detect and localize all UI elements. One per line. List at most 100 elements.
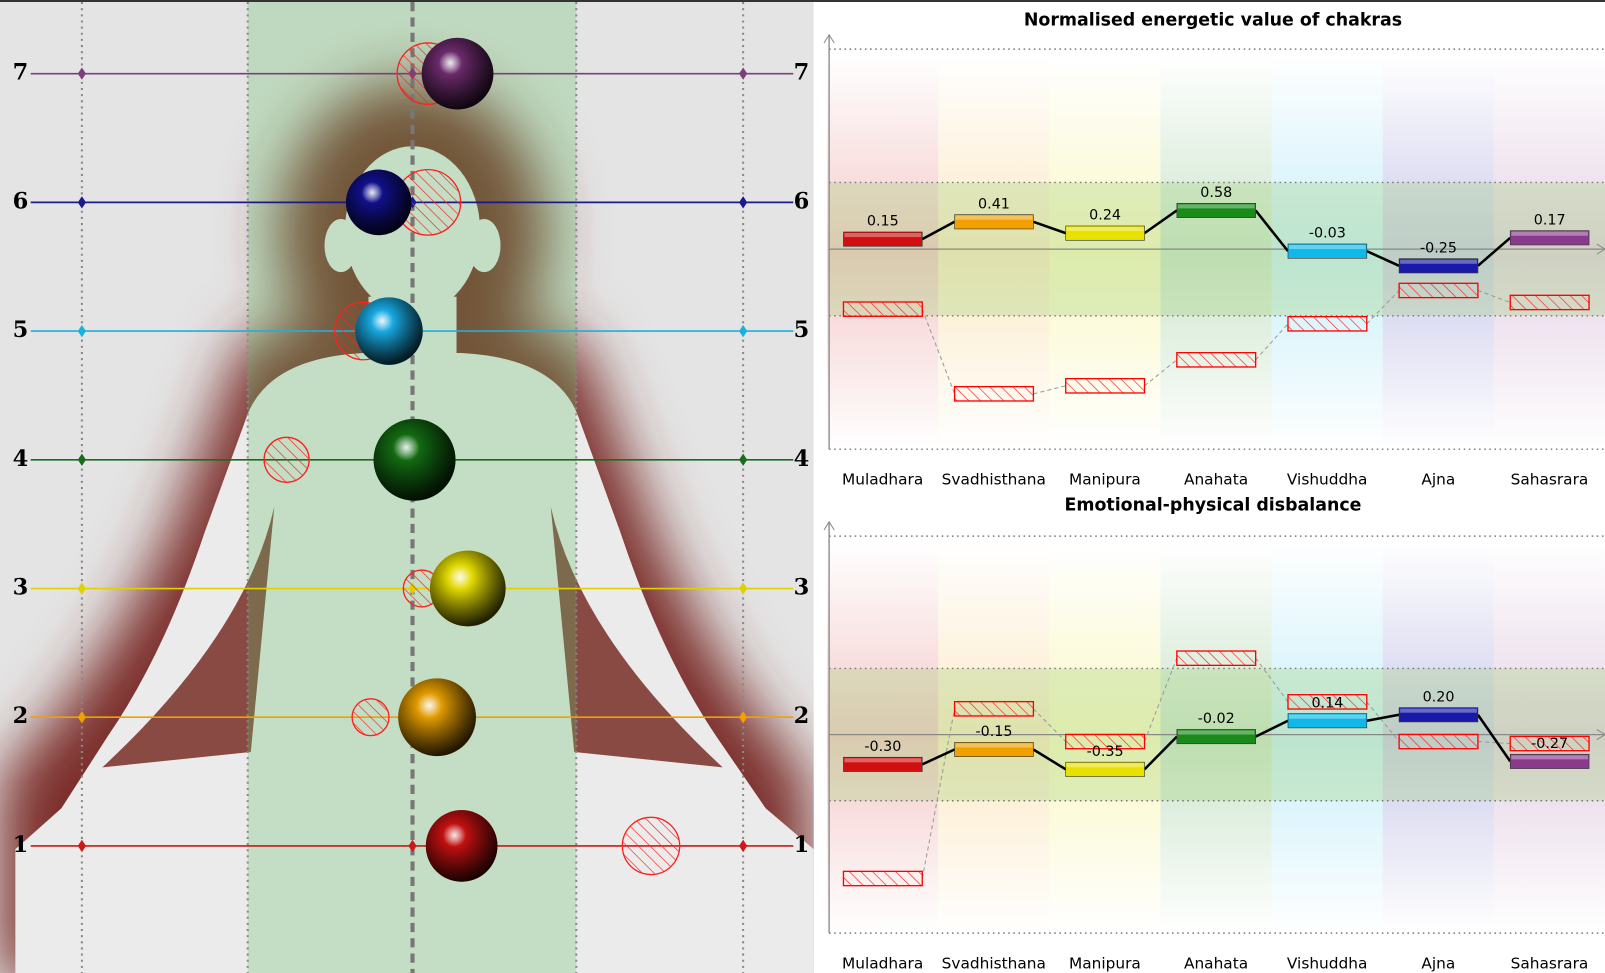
value-connector [1476, 714, 1512, 763]
reference-bar [1509, 294, 1590, 311]
reference-bar [842, 301, 923, 317]
value-label: -0.02 [1198, 711, 1235, 727]
reference-connector [1255, 323, 1289, 361]
value-bar [1176, 202, 1256, 218]
value-label: 0.17 [1534, 212, 1566, 228]
level-marker [408, 839, 417, 853]
value-label: 0.58 [1200, 185, 1232, 201]
level-marker [77, 196, 86, 209]
reference-connector [921, 708, 956, 879]
chakra-sphere-shine [429, 550, 506, 627]
category-label: Vishuddha [1287, 470, 1368, 488]
value-bar [1398, 707, 1479, 723]
category-label: Anahata [1184, 470, 1248, 488]
value-bar-shine [1177, 730, 1255, 735]
reference-circle [351, 698, 390, 737]
reference-bar [1287, 694, 1368, 710]
level-label: 3 [13, 575, 29, 601]
level-label: 2 [794, 703, 810, 729]
reference-bar [1398, 282, 1479, 299]
value-bar-shine [1066, 226, 1144, 232]
value-bar-shine [1511, 755, 1589, 760]
category-label: Muladhara [842, 954, 923, 972]
value-connector [1477, 236, 1512, 267]
value-connector [1032, 748, 1067, 771]
value-connector [921, 220, 956, 241]
column-tint [1493, 55, 1605, 450]
value-bar-shine [1289, 714, 1366, 719]
reference-circle [621, 816, 681, 876]
value-connector [1143, 209, 1178, 235]
level-label: 3 [794, 575, 810, 601]
level-label: 7 [13, 60, 29, 86]
reference-bar [1176, 650, 1257, 667]
column-tint [827, 542, 939, 934]
reference-connector [1033, 385, 1066, 395]
level-label: 2 [13, 703, 29, 729]
level-label: 1 [13, 832, 29, 858]
reference-connector [1477, 741, 1511, 745]
value-bar [1509, 230, 1590, 246]
value-bar-shine [1066, 763, 1144, 768]
value-bar-shine [1400, 708, 1477, 713]
reference-connector [921, 308, 956, 394]
value-connector [1032, 220, 1067, 235]
level-label: 6 [794, 188, 810, 214]
level-marker [739, 839, 748, 853]
column-tint [1382, 55, 1494, 450]
level-marker [739, 582, 748, 595]
level-label: 4 [794, 446, 810, 472]
zero-axis-arrow [1596, 243, 1605, 255]
value-connector [921, 748, 956, 766]
reference-connector [1366, 701, 1400, 742]
chakra-sphere-shine [355, 297, 423, 365]
chakra-sphere-shine [398, 678, 476, 757]
category-label: Ajna [1421, 954, 1455, 972]
value-label: -0.15 [975, 724, 1012, 740]
value-bar-shine [1289, 244, 1366, 250]
value-label: 0.15 [867, 214, 899, 230]
value-bar [954, 742, 1034, 757]
chakra-levels: 7 7 6 6 5 5 4 4 3 3 2 2 1 1 [13, 37, 810, 882]
category-label: Anahata [1184, 954, 1248, 972]
reference-connector [1477, 289, 1511, 303]
category-label: Svadhisthana [942, 954, 1046, 972]
chakra-sphere-shine [345, 169, 412, 236]
reference-bar [1398, 733, 1479, 750]
value-bar [1065, 761, 1145, 777]
reference-bar [842, 870, 923, 887]
reference-bar [1065, 733, 1146, 750]
level-marker [77, 711, 86, 724]
value-connector [1254, 209, 1289, 252]
value-label: 0.20 [1423, 689, 1455, 705]
chakra-sphere-shine [373, 418, 456, 501]
level-label: 5 [794, 317, 810, 343]
chart-title: Normalised energetic value of chakras [1024, 10, 1402, 30]
value-bar-shine [1400, 259, 1477, 264]
y-axis-arrow [823, 33, 835, 44]
arm-shadow [102, 506, 723, 768]
value-bar-shine [1177, 204, 1255, 209]
value-bar [954, 214, 1034, 230]
level-marker [739, 453, 748, 466]
reference-connector [1033, 708, 1067, 742]
value-bar [1176, 729, 1256, 745]
reference-bar [1176, 351, 1257, 368]
reference-bar [1287, 315, 1368, 332]
value-label: -0.30 [864, 739, 901, 755]
value-bar [1509, 753, 1590, 769]
column-tint [1160, 55, 1272, 450]
value-bar-shine [955, 215, 1033, 220]
level-marker [739, 67, 748, 80]
value-bar-shine [844, 758, 922, 763]
value-bar [1065, 225, 1145, 241]
value-connector [1366, 249, 1400, 267]
value-label: 0.14 [1311, 695, 1343, 711]
column-tint [938, 542, 1050, 934]
level-label: 1 [794, 832, 810, 858]
chart-title: Emotional-physical disbalance [1064, 495, 1361, 515]
reference-connector [1144, 658, 1178, 742]
value-connector [1366, 713, 1400, 722]
value-connector [1143, 735, 1178, 771]
